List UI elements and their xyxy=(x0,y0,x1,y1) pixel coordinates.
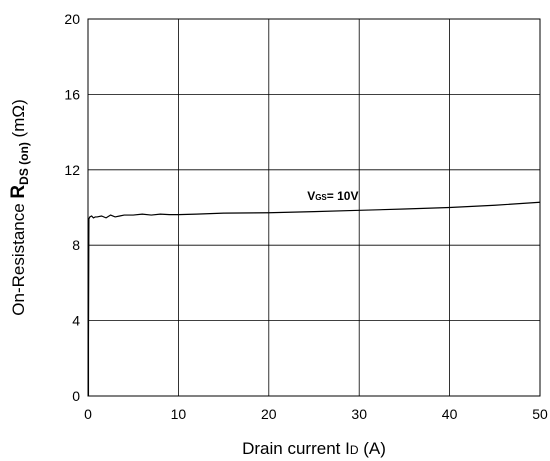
y-tick-label-5: 20 xyxy=(64,11,80,27)
y-tick-labels: 0 4 8 12 16 20 xyxy=(64,11,80,404)
y-tick-label-0: 0 xyxy=(72,388,80,404)
x-tick-label-4: 40 xyxy=(442,406,458,422)
x-tick-label-5: 50 xyxy=(532,406,548,422)
series-annotation: VGS= 10V xyxy=(307,189,358,203)
y-tick-label-3: 12 xyxy=(64,162,80,178)
plot-frame xyxy=(87,18,541,397)
x-axis-title: Drain current ID (A) xyxy=(242,439,386,458)
x-tick-label-0: 0 xyxy=(84,406,92,422)
x-tick-label-1: 10 xyxy=(171,406,187,422)
y-tick-label-4: 16 xyxy=(64,86,80,102)
y-tick-label-2: 8 xyxy=(72,237,80,253)
grid-lines xyxy=(88,19,540,396)
x-tick-label-3: 30 xyxy=(351,406,367,422)
x-tick-labels: 0 10 20 30 40 50 xyxy=(84,406,548,422)
series-line-vgs-10v xyxy=(87,201,541,396)
x-tick-label-2: 20 xyxy=(261,406,277,422)
y-axis-title: On-Resistance RDS (on) (mΩ) xyxy=(8,99,31,315)
y-tick-label-1: 4 xyxy=(72,313,80,329)
